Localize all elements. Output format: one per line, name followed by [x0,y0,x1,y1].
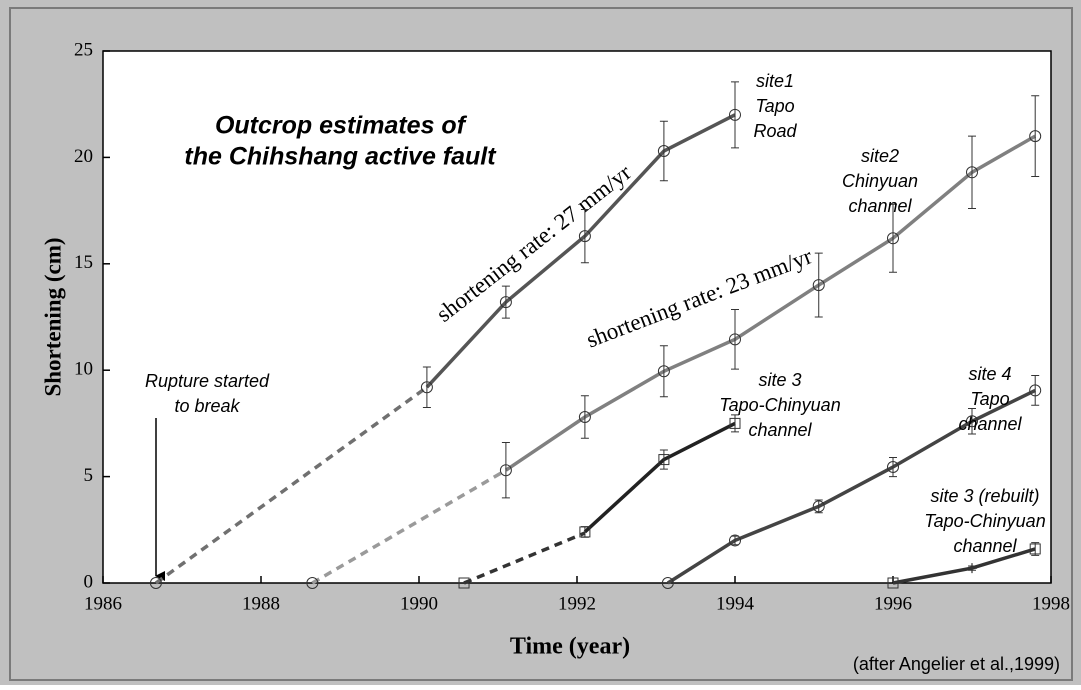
error-bar [1031,375,1040,406]
error-bar [580,395,589,439]
point [658,454,670,466]
chart-title: the Chihshang active fault [184,143,497,171]
annotation: Tapo-Chinyuan [924,511,1045,531]
error-bar [659,345,668,398]
annotation: site2 [861,146,899,166]
annotation: Road [753,121,797,141]
y-tick-label: 20 [74,146,93,167]
point [149,577,162,589]
point [1029,543,1041,555]
error-bar [659,449,668,470]
x-tick-label: 1998 [1032,593,1070,614]
chart-title: Outcrop estimates of [215,112,468,140]
point [579,526,591,538]
extrapolation-line [463,531,586,585]
point [420,381,433,394]
point [887,577,899,589]
error-bar [968,135,976,209]
y-tick-label: 5 [84,465,94,486]
point [578,230,591,243]
error-bar [1031,542,1040,556]
annotation: channel [848,196,912,216]
point [1029,130,1042,143]
error-bar [814,252,823,318]
point [458,577,470,589]
extrapolation-line [311,468,507,585]
error-bar [968,408,976,435]
x-tick-label: 1986 [84,593,122,614]
error-bar [814,499,823,514]
point [306,577,319,589]
annotation: Tapo [970,389,1009,409]
error-bar [731,414,739,433]
error-bar [580,209,589,264]
annotation: channel [748,420,812,440]
x-tick-label: 1996 [874,593,912,614]
annotation: site 3 [758,370,801,390]
error-bar [422,366,431,408]
point [729,417,741,429]
annotation: Tapo-Chinyuan [719,395,840,415]
series-line [504,134,1037,472]
point [578,411,591,424]
annotation: Rupture started [145,371,270,391]
error-bar [889,456,897,478]
annotation: to break [174,396,240,416]
annotation: Tapo [755,96,794,116]
source-note: (after Angelier et al.,1999) [853,654,1060,674]
y-axis-title: Shortening (cm) [40,237,65,396]
y-tick-label: 15 [74,252,93,273]
point [966,166,978,179]
point [812,500,825,513]
annotation: Chinyuan [842,171,918,191]
error-bar [659,120,668,182]
point [887,232,899,245]
y-tick-label: 10 [74,359,93,380]
point [661,577,674,589]
annotation: channel [953,536,1017,556]
x-axis-title: Time (year) [510,634,630,660]
point [966,415,978,428]
annotation: site 3 (rebuilt) [930,486,1039,506]
point [967,563,977,574]
x-tick-label: 1992 [558,593,596,614]
point [887,461,899,474]
annotation: site1 [756,71,794,91]
point [499,296,512,309]
annotation: channel [958,414,1022,434]
error-bar [889,203,897,273]
point [499,464,512,477]
point [657,365,670,378]
x-tick-label: 1994 [716,593,755,614]
y-tick-label: 0 [84,571,94,592]
x-tick-label: 1988 [242,593,280,614]
plot-area [102,50,1052,584]
point [812,279,825,292]
error-bar [501,442,510,499]
point [657,145,670,158]
error-bar [731,309,739,370]
annotation: site 4 [968,364,1011,384]
point [729,333,741,346]
point [729,534,741,547]
error-bar [501,285,510,319]
point [729,108,741,121]
error-bar [1031,95,1040,178]
y-tick-label: 25 [74,39,93,60]
point [1029,384,1042,397]
x-tick-label: 1990 [400,593,438,614]
series-line [666,388,1036,585]
error-bar [731,81,739,149]
